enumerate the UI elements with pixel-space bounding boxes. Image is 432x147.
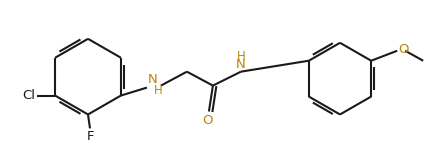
Text: H: H [154, 84, 163, 97]
Text: Cl: Cl [22, 89, 35, 102]
Text: F: F [86, 130, 94, 143]
Text: H: H [237, 50, 245, 63]
Text: O: O [203, 115, 213, 127]
Text: N: N [236, 58, 246, 71]
Text: N: N [148, 73, 158, 86]
Text: O: O [398, 43, 409, 56]
